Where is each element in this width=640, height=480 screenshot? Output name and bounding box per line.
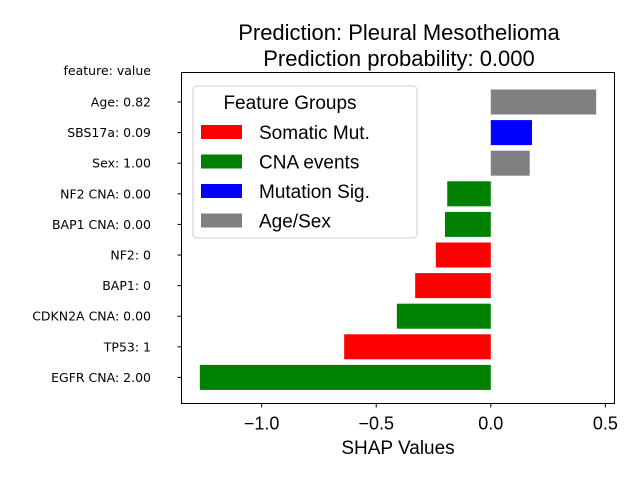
x-tick-label: −1.0 xyxy=(244,414,280,434)
bars-group xyxy=(199,89,597,390)
y-ticks-group: Age: 0.82 SBS17a: 0.09 Sex: 1.00 NF2 CNA: 0… xyxy=(32,95,182,385)
y-tick-label: EGFR CNA: 2.00 xyxy=(51,370,151,385)
y-tick-label: NF2: 0 xyxy=(110,248,151,263)
bar-bap1-0 xyxy=(415,273,491,299)
x-tick-label: 0.5 xyxy=(593,414,618,434)
legend-swatch-mutation-sig xyxy=(201,184,242,198)
chart-title: Prediction: Pleural Mesothelioma xyxy=(238,20,560,45)
plot-frame xyxy=(181,72,615,404)
bar-sbs17a-0-09 xyxy=(490,120,533,146)
y-tick-label: BAP1: 0 xyxy=(102,278,151,293)
y-tick-label: Sex: 1.00 xyxy=(92,156,151,171)
legend-label-mutation-sig: Mutation Sig. xyxy=(259,182,370,203)
bar-egfr-cna-2-00 xyxy=(199,364,491,390)
x-ticks-group: −1.0 −0.5 0.0 0.5 xyxy=(244,403,618,434)
y-tick-label: TP53: 1 xyxy=(103,339,151,354)
legend-box xyxy=(192,85,418,239)
legend-swatch-somatic-mut xyxy=(201,125,242,139)
y-tick-label: NF2 CNA: 0.00 xyxy=(60,186,151,201)
bar-sex-1-00 xyxy=(490,150,530,176)
x-tick-label: 0.0 xyxy=(478,414,503,434)
x-axis-label: SHAP Values xyxy=(341,438,454,459)
legend: Feature Groups Somatic Mut. CNA events Mut… xyxy=(192,85,418,239)
y-tick-label: CDKN2A CNA: 0.00 xyxy=(32,309,151,324)
y-tick-label: BAP1 CNA: 0.00 xyxy=(52,217,151,232)
x-tick-label: −0.5 xyxy=(358,414,394,434)
legend-label-somatic-mut: Somatic Mut. xyxy=(259,123,370,144)
chart-subtitle: Prediction probability: 0.000 xyxy=(263,46,535,71)
legend-swatch-age-sex xyxy=(201,213,242,228)
legend-swatch-cna-events xyxy=(201,154,242,169)
bar-tp53-1 xyxy=(344,334,491,360)
y-tick-label: Age: 0.82 xyxy=(91,95,151,110)
bar-nf2-cna-0-00 xyxy=(447,181,491,207)
bar-cdkn2a-cna-0-00 xyxy=(396,303,491,329)
y-tick-label: SBS17a: 0.09 xyxy=(67,125,151,140)
bar-age-0-82 xyxy=(490,89,597,115)
bar-nf2-0 xyxy=(435,242,491,268)
y-axis-header: feature: value xyxy=(64,63,152,78)
legend-label-age-sex: Age/Sex xyxy=(259,212,331,233)
bar-bap1-cna-0-00 xyxy=(444,211,491,237)
legend-title: Feature Groups xyxy=(223,93,356,114)
legend-label-cna-events: CNA events xyxy=(259,153,359,174)
